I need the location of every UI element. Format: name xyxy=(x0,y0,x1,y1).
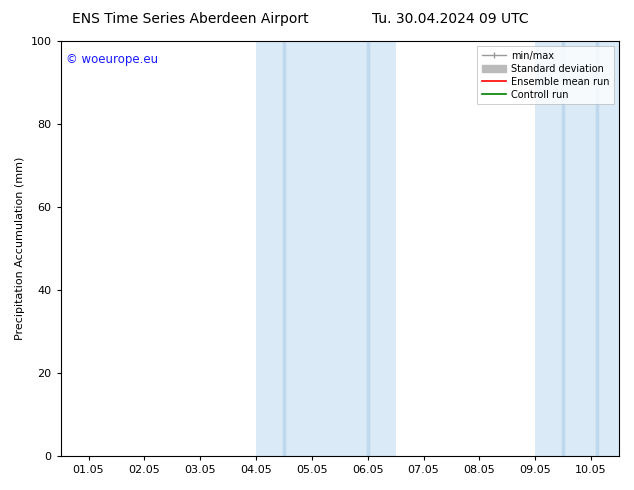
Bar xyxy=(256,41,396,456)
Legend: min/max, Standard deviation, Ensemble mean run, Controll run: min/max, Standard deviation, Ensemble me… xyxy=(477,46,614,104)
Text: ENS Time Series Aberdeen Airport: ENS Time Series Aberdeen Airport xyxy=(72,12,309,26)
Text: © woeurope.eu: © woeurope.eu xyxy=(66,53,158,67)
Bar xyxy=(535,41,634,456)
Y-axis label: Precipitation Accumulation (mm): Precipitation Accumulation (mm) xyxy=(15,157,25,340)
Text: Tu. 30.04.2024 09 UTC: Tu. 30.04.2024 09 UTC xyxy=(372,12,529,26)
